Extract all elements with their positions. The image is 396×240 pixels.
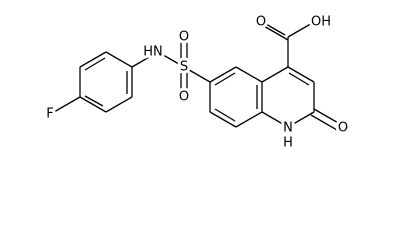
atom-label: O bbox=[179, 90, 189, 105]
atom-label: H bbox=[283, 136, 293, 151]
atom-label: O bbox=[256, 15, 266, 30]
atom-label: N bbox=[283, 121, 293, 136]
structure: O OH HN S O O F N H O bbox=[43, 12, 351, 154]
atom-label: HN bbox=[143, 45, 163, 60]
atom-labels: O OH HN S O O F N H O bbox=[43, 12, 351, 154]
bonds bbox=[53, 19, 341, 131]
atom-label: O bbox=[179, 30, 189, 45]
atom-label: S bbox=[180, 60, 188, 75]
atom-label: OH bbox=[311, 15, 331, 30]
atom-label: O bbox=[338, 121, 348, 136]
atom-label: F bbox=[46, 107, 53, 122]
